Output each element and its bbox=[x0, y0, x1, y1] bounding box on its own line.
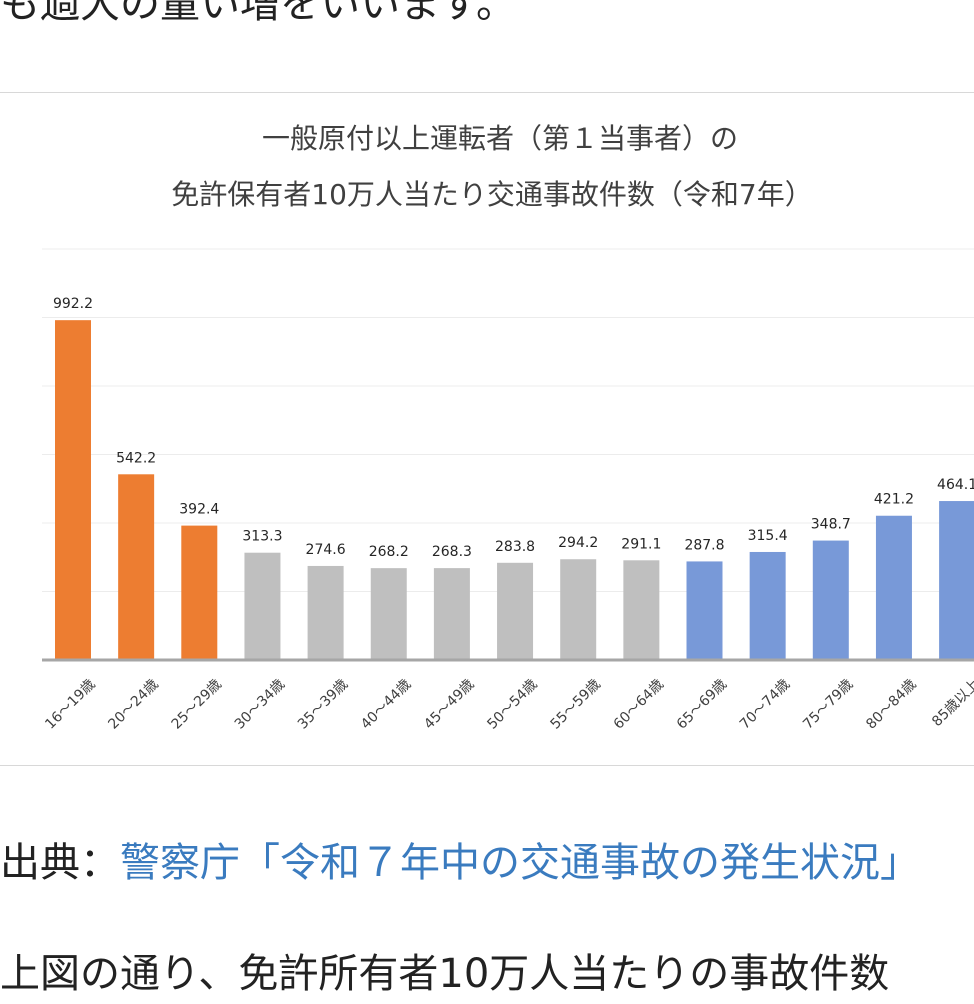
x-tick-label-8: 50〜54歳 bbox=[484, 676, 540, 732]
value-label-9: 294.2 bbox=[558, 535, 598, 551]
value-label-13: 348.7 bbox=[811, 517, 851, 533]
x-tick-label-11: 65〜69歳 bbox=[674, 676, 730, 732]
bar-8 bbox=[497, 562, 534, 660]
x-tick-label-9: 55〜59歳 bbox=[547, 676, 603, 732]
x-tick-label-1: 16〜19歳 bbox=[42, 676, 98, 732]
x-tick-label-5: 35〜39歳 bbox=[295, 676, 351, 732]
x-tick-label-14: 80〜84歳 bbox=[863, 676, 919, 732]
value-label-1: 992.2 bbox=[53, 296, 93, 312]
x-tick-label-7: 45〜49歳 bbox=[421, 676, 477, 732]
chart-title-line-2: 免許保有者10万人当たり交通事故件数（令和7年） bbox=[171, 178, 812, 211]
bar-7 bbox=[433, 568, 470, 660]
bar-4 bbox=[244, 552, 281, 660]
value-label-3: 392.4 bbox=[179, 502, 219, 518]
bar-2 bbox=[118, 474, 155, 660]
bar-13 bbox=[812, 540, 849, 660]
value-label-2: 542.2 bbox=[116, 450, 156, 466]
value-label-4: 313.3 bbox=[242, 529, 282, 545]
bar-5 bbox=[307, 565, 344, 660]
value-label-15: 464.1 bbox=[937, 477, 974, 493]
bar-6 bbox=[370, 568, 407, 660]
bar-10 bbox=[623, 560, 660, 660]
value-label-14: 421.2 bbox=[874, 492, 914, 508]
bar-15 bbox=[939, 501, 974, 660]
value-label-8: 283.8 bbox=[495, 539, 535, 555]
chart-value-labels: 992.2 542.2 392.4 313.3 274.6 268.2 268.3 283.8… bbox=[53, 296, 974, 560]
bar-chart: 一般原付以上運転者（第１当事者）の 免許保有者10万人当たり交通事故件数（令和7… bbox=[42, 122, 974, 733]
chart-bars bbox=[55, 320, 974, 660]
bar-3 bbox=[181, 525, 218, 660]
chart-figure: 一般原付以上運転者（第１当事者）の 免許保有者10万人当たり交通事故件数（令和7… bbox=[0, 92, 974, 766]
value-label-6: 268.2 bbox=[369, 544, 409, 560]
chart-title-line-1: 一般原付以上運転者（第１当事者）の bbox=[262, 122, 738, 155]
value-label-11: 287.8 bbox=[684, 537, 724, 553]
x-tick-label-12: 70〜74歳 bbox=[737, 676, 793, 732]
bar-9 bbox=[560, 559, 597, 660]
x-tick-label-6: 40〜44歳 bbox=[358, 676, 414, 732]
bar-1 bbox=[55, 320, 91, 660]
chart-x-tick-labels: 16〜19歳 20〜24歳 25〜29歳 30〜34歳 35〜39歳 40〜44歳 45〜4… bbox=[42, 676, 974, 732]
bar-11 bbox=[686, 561, 723, 660]
value-label-5: 274.6 bbox=[306, 542, 346, 558]
x-tick-label-2: 20〜24歳 bbox=[105, 676, 161, 732]
bar-12 bbox=[749, 551, 786, 660]
x-tick-label-15: 85歳以上 bbox=[929, 676, 974, 730]
x-tick-label-13: 75〜79歳 bbox=[800, 676, 856, 732]
x-tick-label-4: 30〜34歳 bbox=[232, 676, 288, 732]
x-tick-label-10: 60〜64歳 bbox=[611, 676, 667, 732]
article-bottom-text: 上図の通り、免許所有者10万人当たりの事故件数 bbox=[0, 951, 890, 997]
value-label-10: 291.1 bbox=[621, 536, 661, 552]
value-label-12: 315.4 bbox=[748, 528, 788, 544]
bar-14 bbox=[875, 515, 912, 660]
value-label-7: 268.3 bbox=[432, 544, 472, 560]
source-link[interactable]: 警察庁「令和７年中の交通事故の発生状況」 bbox=[120, 840, 920, 886]
source-label: 出典： bbox=[0, 840, 120, 886]
source-citation: 出典：警察庁「令和７年中の交通事故の発生状況」 bbox=[0, 828, 974, 898]
article-top-text: も過大の量い増をいいます。 bbox=[0, 0, 516, 27]
x-tick-label-3: 25〜29歳 bbox=[169, 676, 225, 732]
